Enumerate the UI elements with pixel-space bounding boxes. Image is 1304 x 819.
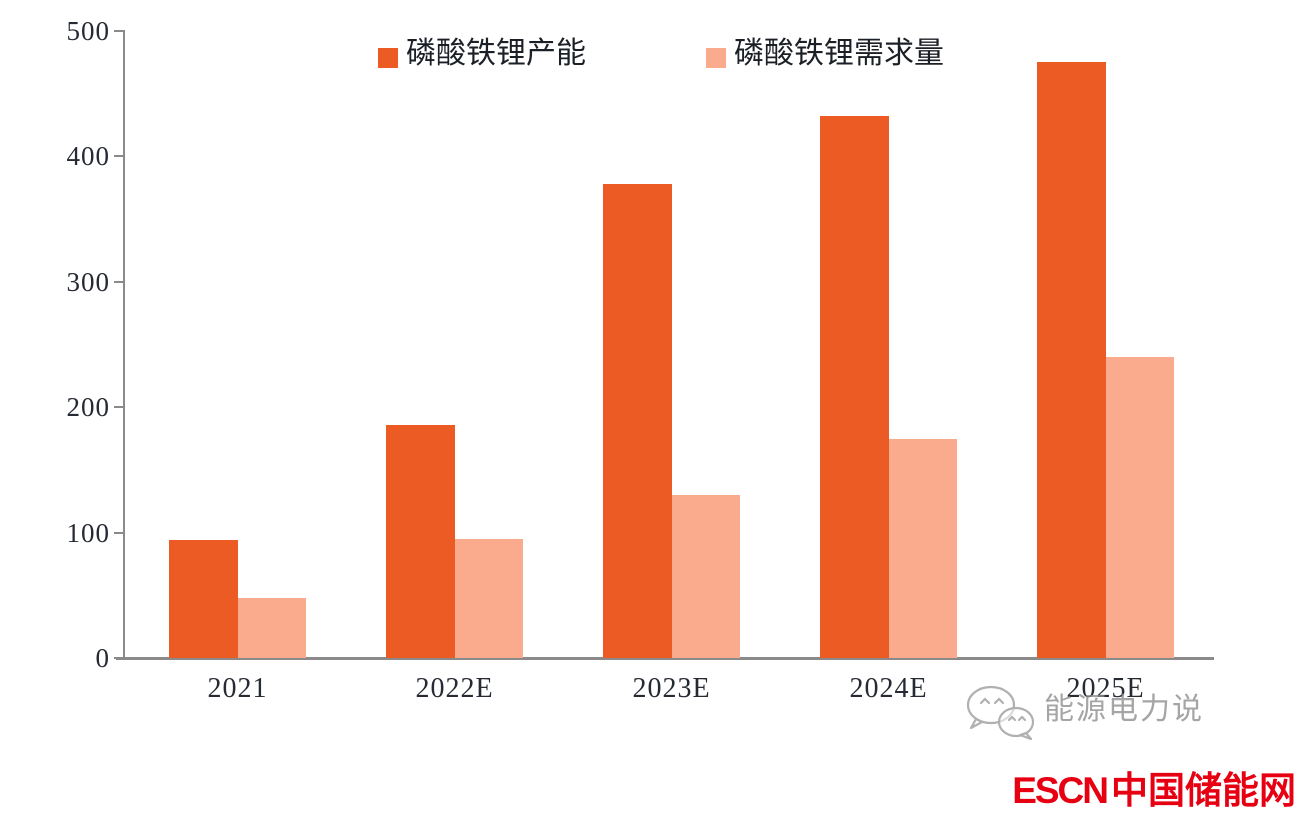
x-axis-label-2024E: 2024E [849,673,928,704]
y-tick-300 [114,280,124,283]
y-tick-label-100: 100 [66,517,110,548]
bar-2025E-demand [1105,357,1174,658]
y-tick-label-400: 400 [66,141,110,172]
bar-2023E-demand [671,495,740,658]
x-axis-label-2023E: 2023E [632,673,711,704]
x-axis-label-2025E: 2025E [1066,673,1145,704]
plot-area [125,31,1210,658]
bar-2024E-capacity [820,116,889,658]
bar-2022E-capacity [386,425,455,658]
legend-swatch-capacity [378,48,398,68]
brand-latin: ESCN [1012,770,1109,811]
bar-2022E-demand [454,539,523,658]
bar-2025E-capacity [1037,62,1106,658]
watermark: 能源电力说 [964,680,1214,742]
brand-logo: ESCN 中国储能网 [1012,770,1296,812]
x-axis-line [116,657,1214,660]
wechat-icon [966,685,1035,740]
bar-2021-capacity [169,540,238,658]
y-axis-line [123,30,125,660]
bar-2021-demand [237,598,306,658]
brand-chinese: 中国储能网 [1111,770,1296,811]
legend-label-demand: 磷酸铁锂需求量 [734,37,944,70]
y-tick-label-500: 500 [66,16,110,46]
bar-2023E-capacity [603,184,672,658]
y-tick-400 [114,155,124,158]
y-tick-label-300: 300 [66,266,110,297]
x-axis-label-2022E: 2022E [415,673,494,704]
x-axis-label-2021: 2021 [207,673,268,704]
legend-label-capacity: 磷酸铁锂产能 [406,37,586,70]
y-tick-200 [114,406,124,409]
y-tick-500 [114,30,124,32]
y-tick-label-0: 0 [95,643,110,673]
legend-item-demand: 磷酸铁锂需求量 [706,36,944,72]
watermark-text: 能源电力说 [1044,693,1204,726]
y-tick-label-200: 200 [66,392,110,423]
y-tick-0 [114,657,124,659]
legend-item-capacity: 磷酸铁锂产能 [378,36,586,72]
bar-2024E-demand [888,439,957,658]
y-tick-100 [114,531,124,534]
legend-swatch-demand [706,48,726,68]
